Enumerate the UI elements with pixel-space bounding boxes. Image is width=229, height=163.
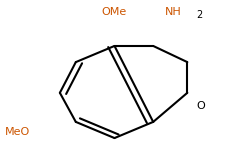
Text: 2: 2 xyxy=(196,10,203,20)
Text: O: O xyxy=(197,101,205,111)
Text: OMe: OMe xyxy=(102,7,127,17)
Text: MeO: MeO xyxy=(5,127,30,137)
Text: NH: NH xyxy=(165,7,181,17)
